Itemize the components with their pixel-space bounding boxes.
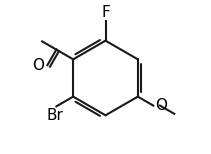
Text: F: F [101,5,110,20]
Text: O: O [155,98,167,113]
Text: O: O [32,58,44,73]
Text: Br: Br [46,108,63,123]
